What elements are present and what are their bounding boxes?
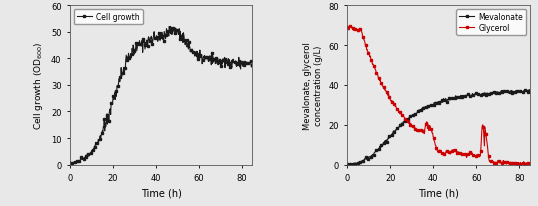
- Cell growth: [200, 59, 206, 62]
- Y-axis label: Mevalonate, glycerol
concentration (g/L): Mevalonate, glycerol concentration (g/L): [303, 42, 323, 129]
- Cell growth: [67, 162, 73, 164]
- Mevalonate: [525, 91, 531, 94]
- Glycerol: [527, 164, 533, 166]
- Line: Glycerol: Glycerol: [346, 26, 532, 166]
- Glycerol: [525, 163, 532, 166]
- Glycerol: [442, 153, 449, 155]
- Mevalonate: [393, 129, 400, 131]
- Mevalonate: [452, 95, 459, 97]
- Glycerol: [452, 150, 459, 153]
- Glycerol: [393, 108, 400, 110]
- Mevalonate: [442, 100, 449, 103]
- Legend: Cell growth: Cell growth: [74, 10, 143, 25]
- Legend: Mevalonate, Glycerol: Mevalonate, Glycerol: [456, 10, 526, 35]
- Cell growth: [89, 150, 96, 152]
- Mevalonate: [527, 91, 533, 93]
- Cell growth: [68, 162, 74, 165]
- Glycerol: [429, 132, 435, 135]
- Cell growth: [167, 26, 173, 29]
- Cell growth: [200, 56, 207, 59]
- Mevalonate: [345, 164, 351, 166]
- X-axis label: Time (h): Time (h): [141, 188, 182, 198]
- Glycerol: [347, 26, 353, 28]
- Mevalonate: [344, 163, 351, 166]
- Cell growth: [126, 59, 133, 62]
- Y-axis label: Cell growth (OD$_{600}$): Cell growth (OD$_{600}$): [32, 41, 45, 130]
- Mevalonate: [526, 89, 533, 91]
- Cell growth: [139, 52, 146, 54]
- Mevalonate: [429, 105, 435, 107]
- Line: Mevalonate: Mevalonate: [346, 89, 532, 166]
- Glycerol: [520, 163, 526, 165]
- Glycerol: [344, 27, 351, 29]
- Cell growth: [182, 40, 189, 43]
- Cell growth: [249, 63, 256, 66]
- Mevalonate: [519, 91, 526, 94]
- Line: Cell growth: Cell growth: [68, 26, 254, 165]
- Glycerol: [494, 164, 500, 166]
- X-axis label: Time (h): Time (h): [418, 188, 459, 198]
